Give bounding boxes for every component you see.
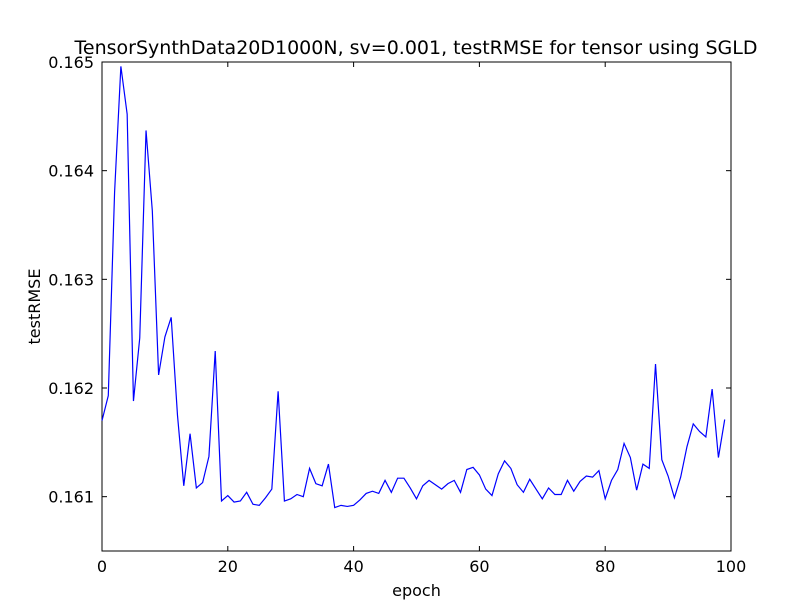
series-line <box>101 66 726 509</box>
x-tick-label: 80 <box>595 557 615 576</box>
y-axis-ticks: 0.161 0.162 0.163 0.164 0.165 <box>48 53 731 507</box>
plot-area-frame <box>101 61 732 552</box>
y-tick-label: 0.163 <box>48 270 94 289</box>
x-tick-label: 20 <box>218 557 238 576</box>
x-axis-label: epoch <box>392 581 441 600</box>
y-tick-label: 0.164 <box>48 162 94 181</box>
chart-title: TensorSynthData20D1000N, sv=0.001, testR… <box>74 37 758 59</box>
y-tick-label: 0.165 <box>48 53 94 72</box>
x-tick-label: 60 <box>469 557 489 576</box>
y-tick-label: 0.161 <box>48 488 94 507</box>
y-axis-label: testRMSE <box>25 269 44 345</box>
x-tick-label: 40 <box>343 557 363 576</box>
x-tick-label: 100 <box>716 557 747 576</box>
y-tick-label: 0.162 <box>48 379 94 398</box>
x-axis-ticks: 0 20 40 60 80 100 <box>97 62 746 576</box>
x-tick-label: 0 <box>97 557 107 576</box>
